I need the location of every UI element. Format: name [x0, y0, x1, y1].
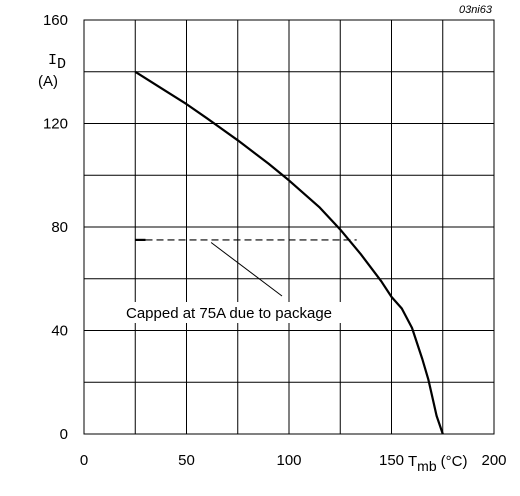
plot-frame	[83, 19, 495, 435]
series-line	[134, 70, 444, 435]
x-tick-label: 200	[481, 452, 506, 469]
annotation-pointer	[210, 242, 283, 297]
x-tick-label: 0	[80, 452, 88, 469]
y-axis-unit: (A)	[38, 73, 58, 90]
y-tick-label: 160	[43, 12, 68, 29]
y-tick-label: 40	[51, 323, 68, 340]
y-tick-labels: 0 40 80 120 160	[43, 12, 68, 443]
x-tick-label: 50	[178, 452, 195, 469]
y-axis-symbol: I	[48, 52, 57, 69]
y-axis-label: ID	[48, 52, 66, 73]
x-tick-label: 150	[379, 452, 404, 469]
x-axis-symbol: T	[408, 453, 417, 470]
y-tick-label: 80	[51, 219, 68, 236]
figure-code: 03ni63	[459, 4, 493, 16]
x-axis-unit: (°C)	[441, 453, 468, 470]
x-axis-subscript: mb	[417, 458, 437, 474]
y-axis-subscript: D	[57, 56, 66, 73]
x-tick-label: 100	[276, 452, 301, 469]
annotation-background	[122, 302, 378, 323]
annotation-text: Capped at 75A due to package	[126, 305, 332, 322]
series-layer	[134, 70, 444, 435]
grid	[84, 20, 494, 434]
x-axis-label: Tmb (°C)	[408, 453, 467, 474]
x-tick-labels: 0 50 100 150 200	[80, 452, 507, 469]
y-tick-label: 0	[60, 426, 68, 443]
y-tick-label: 120	[43, 116, 68, 133]
